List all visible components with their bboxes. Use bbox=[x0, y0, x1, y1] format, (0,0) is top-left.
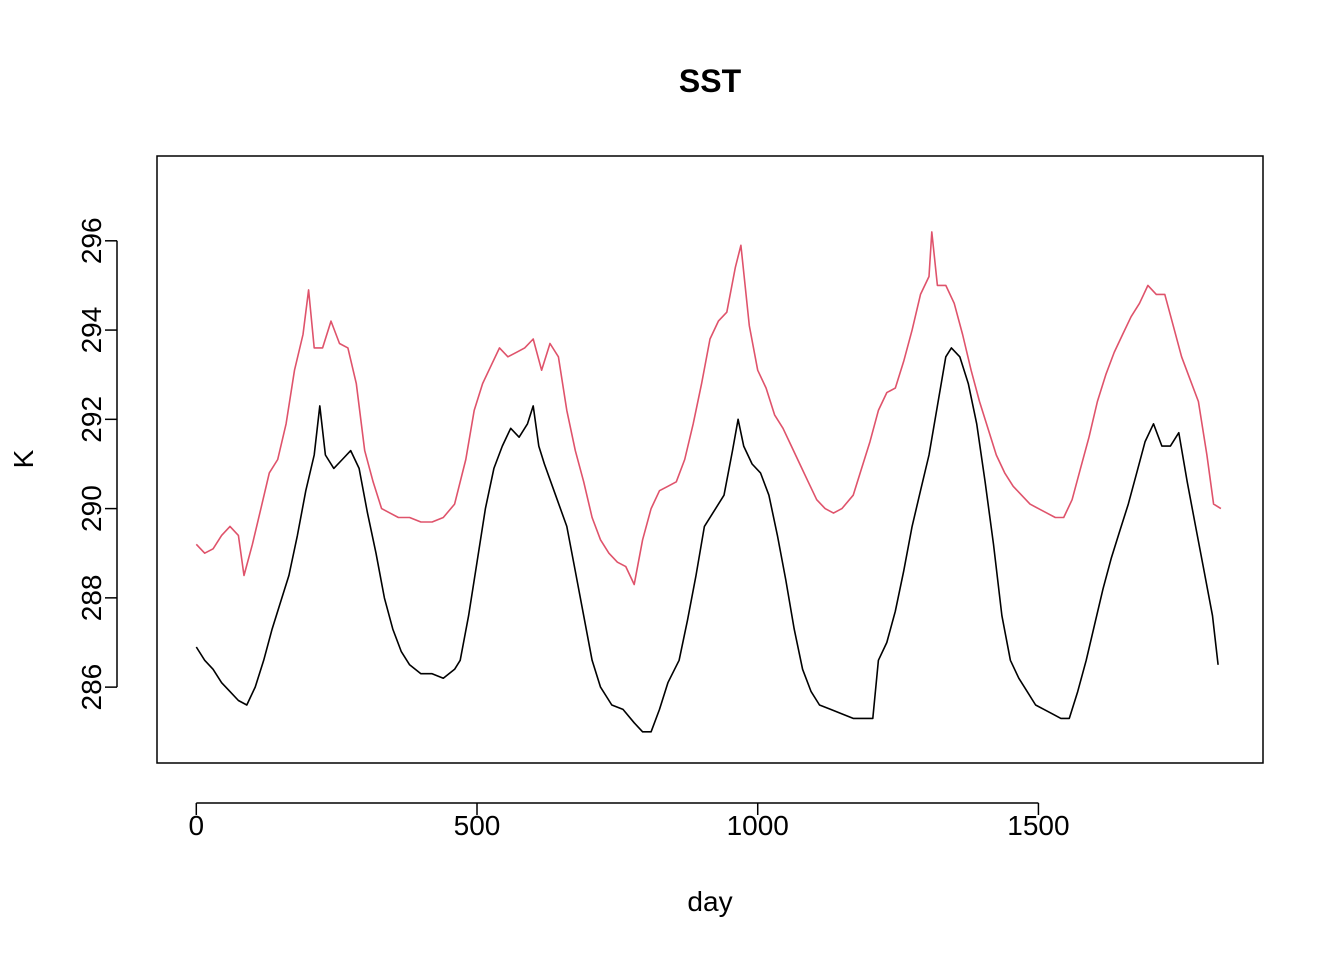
y-tick-label: 288 bbox=[76, 575, 107, 622]
y-tick-label: 290 bbox=[76, 485, 107, 532]
y-tick-label: 294 bbox=[76, 307, 107, 354]
y-axis-label: K bbox=[8, 449, 39, 468]
y-tick-label: 296 bbox=[76, 217, 107, 264]
y-tick-label: 286 bbox=[76, 664, 107, 711]
x-tick-label: 1500 bbox=[1007, 810, 1069, 841]
chart-title: SST bbox=[679, 63, 742, 99]
series-line-2 bbox=[195, 231, 1222, 586]
series-line-1 bbox=[195, 347, 1219, 733]
x-axis: 0 500 1000 1500 bbox=[189, 802, 1070, 841]
x-axis-label: day bbox=[687, 886, 732, 917]
x-tick-label: 0 bbox=[189, 810, 205, 841]
x-tick-label: 1000 bbox=[727, 810, 789, 841]
y-axis: 286 288 290 292 294 296 bbox=[76, 217, 118, 711]
x-tick-label: 500 bbox=[454, 810, 501, 841]
plot-frame bbox=[156, 155, 1264, 764]
y-tick-label: 292 bbox=[76, 396, 107, 443]
series-layer bbox=[195, 231, 1222, 733]
